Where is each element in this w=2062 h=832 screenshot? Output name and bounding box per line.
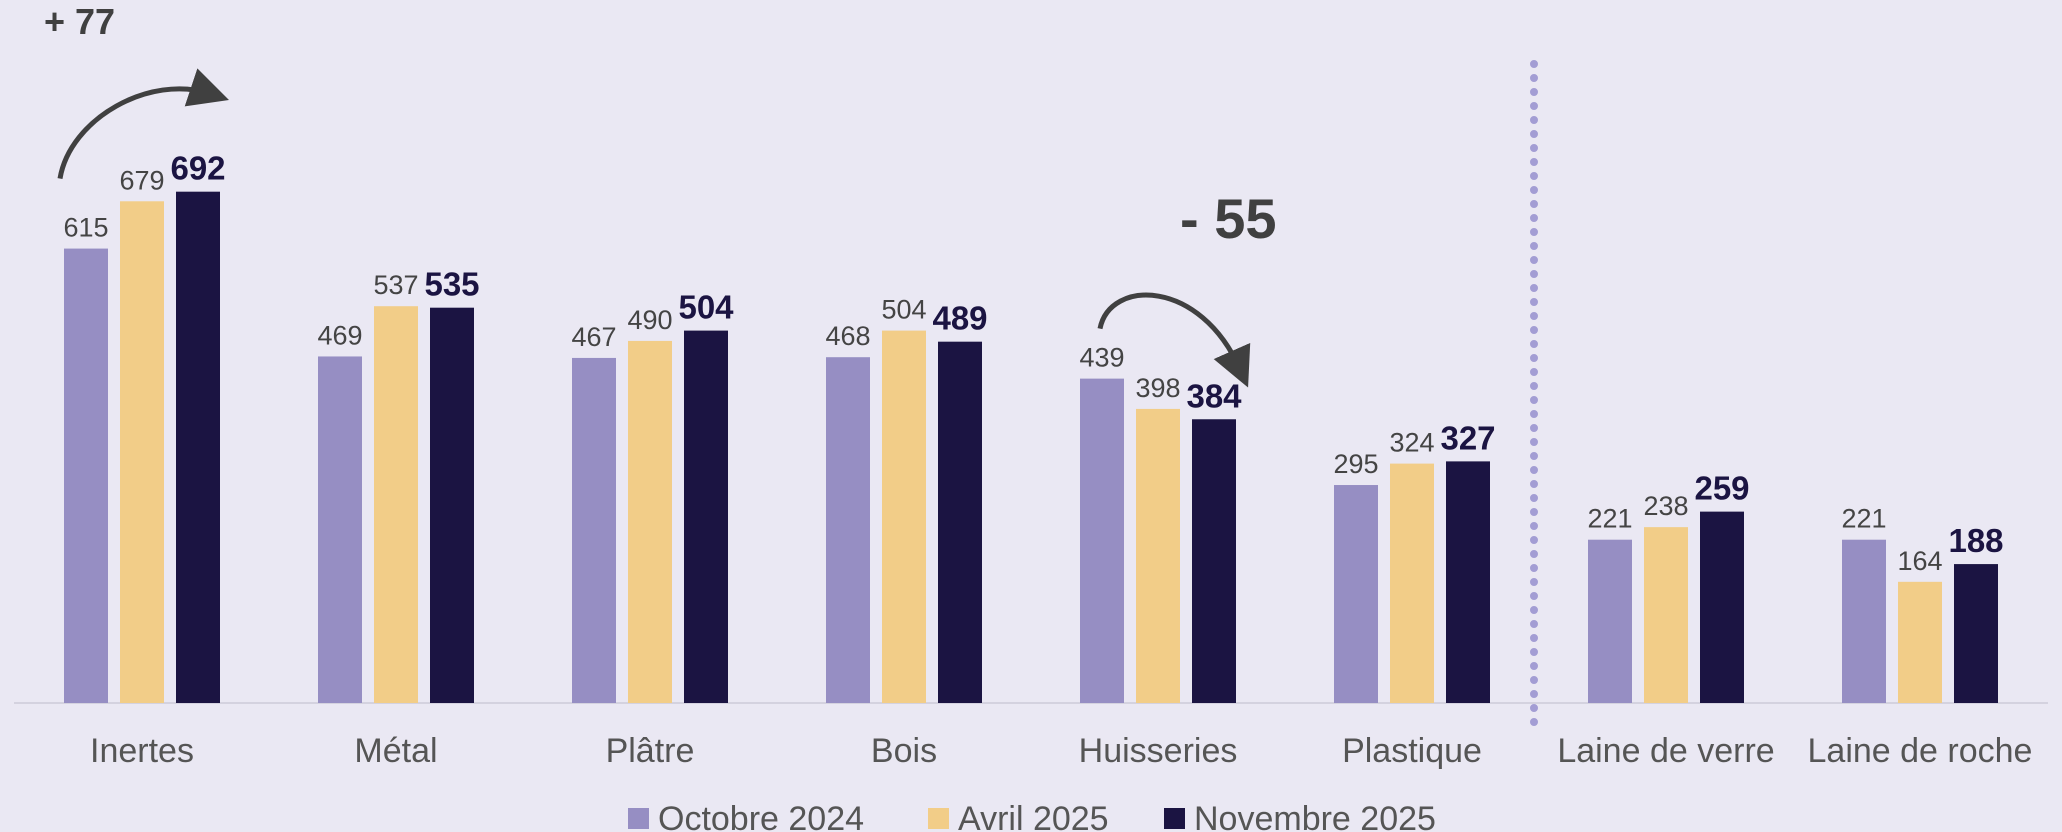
- bar-laine-de-verre-avril-2025: [1644, 527, 1688, 703]
- bar-inertes-novembre-2025: [176, 191, 220, 703]
- bar-bois-octobre-2024: [826, 357, 870, 703]
- bar-inertes-avril-2025: [120, 201, 164, 703]
- bar-huisseries-octobre-2024: [1080, 378, 1124, 703]
- bar-metal-avril-2025: [374, 306, 418, 703]
- bar-plastique-octobre-2024: [1334, 485, 1378, 703]
- category-label-metal: Métal: [354, 732, 437, 770]
- delta-arrow-inertes: [57, 68, 229, 179]
- bar-plastique-avril-2025: [1390, 463, 1434, 703]
- bar-platre-octobre-2024: [572, 357, 616, 703]
- data-label-bois-octobre-2024: 468: [825, 321, 870, 351]
- bar-laine-de-verre-novembre-2025: [1700, 511, 1744, 703]
- data-label-bois-novembre-2025: 489: [932, 300, 987, 337]
- data-label-laine-de-roche-novembre-2025: 188: [1948, 522, 2003, 559]
- bar-bois-avril-2025: [882, 330, 926, 703]
- bar-laine-de-verre-octobre-2024: [1588, 539, 1632, 703]
- category-label-laine-de-verre: Laine de verre: [1557, 732, 1774, 770]
- data-label-metal-novembre-2025: 535: [424, 266, 479, 303]
- bar-platre-novembre-2025: [684, 330, 728, 703]
- bar-laine-de-roche-avril-2025: [1898, 581, 1942, 703]
- category-label-bois: Bois: [871, 732, 937, 770]
- data-label-metal-avril-2025: 537: [373, 270, 418, 300]
- legend-label-novembre-2025: Novembre 2025: [1194, 800, 1436, 832]
- bar-bois-novembre-2025: [938, 341, 982, 703]
- data-label-platre-novembre-2025: 504: [678, 289, 734, 326]
- bar-platre-avril-2025: [628, 340, 672, 703]
- category-label-huisseries: Huisseries: [1079, 732, 1238, 770]
- delta-label-huisseries: - 55: [1180, 187, 1277, 250]
- data-label-platre-avril-2025: 490: [627, 305, 672, 335]
- data-label-platre-octobre-2024: 467: [571, 322, 616, 352]
- delta-arrow-huisseries: [1097, 292, 1251, 388]
- legend-swatch-novembre-2025: [1164, 808, 1185, 829]
- bar-metal-octobre-2024: [318, 356, 362, 703]
- legend-label-octobre-2024: Octobre 2024: [658, 800, 864, 832]
- data-label-laine-de-verre-octobre-2024: 221: [1587, 504, 1632, 534]
- data-label-plastique-octobre-2024: 295: [1333, 449, 1378, 479]
- data-label-huisseries-octobre-2024: 439: [1079, 343, 1124, 373]
- data-label-inertes-novembre-2025: 692: [170, 150, 225, 187]
- delta-label-inertes: + 77: [44, 1, 115, 42]
- data-label-metal-octobre-2024: 469: [317, 320, 362, 350]
- data-label-huisseries-avril-2025: 398: [1135, 373, 1180, 403]
- category-label-platre: Plâtre: [606, 732, 695, 770]
- legend-label-avril-2025: Avril 2025: [958, 800, 1109, 832]
- bar-plastique-novembre-2025: [1446, 461, 1490, 703]
- data-label-plastique-avril-2025: 324: [1389, 428, 1434, 458]
- category-label-plastique: Plastique: [1342, 732, 1482, 770]
- bar-laine-de-roche-octobre-2024: [1842, 539, 1886, 703]
- bar-metal-novembre-2025: [430, 307, 474, 703]
- data-label-laine-de-verre-novembre-2025: 259: [1694, 470, 1749, 507]
- category-label-inertes: Inertes: [90, 732, 194, 770]
- bar-huisseries-avril-2025: [1136, 408, 1180, 703]
- data-label-huisseries-novembre-2025: 384: [1186, 377, 1242, 414]
- bar-inertes-octobre-2024: [64, 248, 108, 703]
- data-label-bois-avril-2025: 504: [881, 295, 926, 325]
- category-label-laine-de-roche: Laine de roche: [1808, 732, 2033, 770]
- data-label-inertes-avril-2025: 679: [119, 165, 164, 195]
- data-label-laine-de-roche-avril-2025: 164: [1897, 546, 1942, 576]
- bar-huisseries-novembre-2025: [1192, 419, 1236, 703]
- legend-swatch-octobre-2024: [628, 808, 649, 829]
- data-label-plastique-novembre-2025: 327: [1440, 419, 1495, 456]
- data-label-laine-de-verre-avril-2025: 238: [1643, 491, 1688, 521]
- data-label-laine-de-roche-octobre-2024: 221: [1841, 504, 1886, 534]
- legend-swatch-avril-2025: [928, 808, 949, 829]
- data-label-inertes-octobre-2024: 615: [63, 213, 108, 243]
- bar-laine-de-roche-novembre-2025: [1954, 564, 1998, 703]
